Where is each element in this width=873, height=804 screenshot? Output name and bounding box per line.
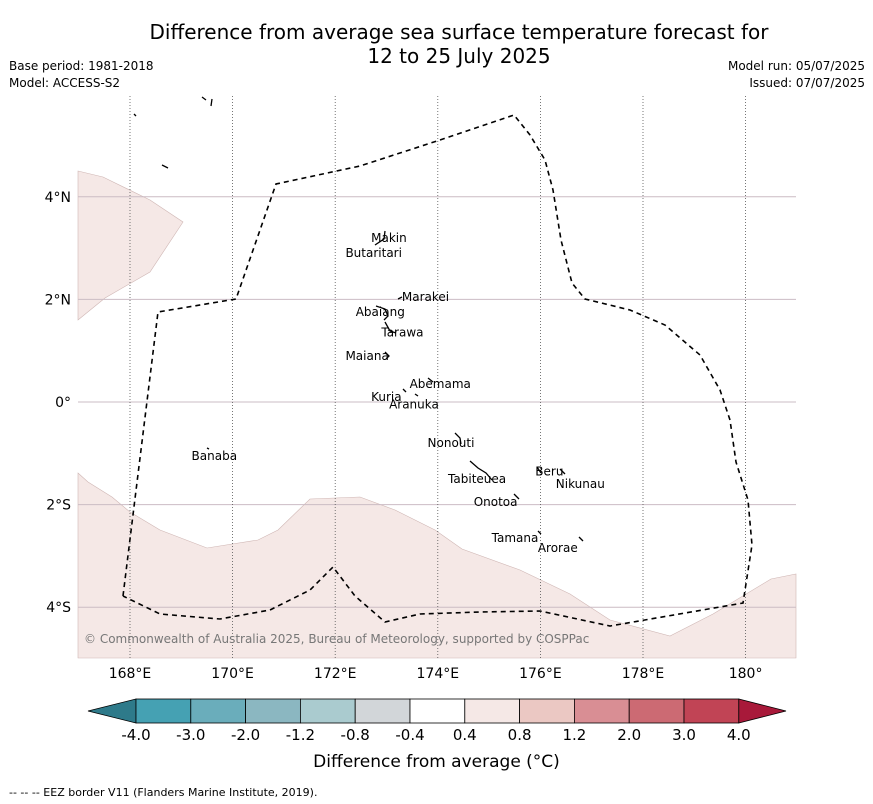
meta-left: Base period: 1981-2018 Model: ACCESS-S2 <box>9 58 154 92</box>
colorbar-tick-label: 3.0 <box>672 726 696 744</box>
place-label: Onotoa <box>474 495 518 509</box>
place-label: Beru <box>535 464 563 478</box>
place-label: Makin <box>371 231 407 245</box>
gridlines <box>78 96 796 658</box>
colorbar-swatch <box>135 698 192 724</box>
place-label: Butaritari <box>345 246 402 260</box>
colorbar-tick-label: -0.8 <box>340 726 370 744</box>
anomaly-area-south <box>77 472 797 659</box>
island-outlines <box>133 96 584 542</box>
title-line-2: 12 to 25 July 2025 <box>367 44 551 68</box>
colorbar-tick-label: 4.0 <box>726 726 751 744</box>
colorbar-swatch <box>574 698 630 724</box>
place-label: Maiana <box>345 349 388 363</box>
colorbar <box>87 698 787 724</box>
lon-tick-label: 178°E <box>622 666 665 682</box>
model-name: Model: ACCESS-S2 <box>9 76 121 90</box>
colorbar-swatch <box>519 698 575 724</box>
base-period: Base period: 1981-2018 <box>9 59 154 73</box>
colorbar-tick-label: 2.0 <box>617 726 642 744</box>
colorbar-arrow-low <box>87 698 137 724</box>
lat-tick-label: 2°S <box>46 498 71 514</box>
place-label: Marakei <box>402 290 449 304</box>
colorbar-swatch <box>190 698 247 724</box>
colorbar-swatch <box>299 698 356 724</box>
lat-tick-label: 4°N <box>45 190 71 206</box>
colorbar-swatch <box>409 698 466 724</box>
colorbar-swatch <box>628 698 685 724</box>
eez-border <box>122 114 753 627</box>
colorbar-swatch <box>683 698 740 724</box>
eez-footnote: -- -- -- EEZ border V11 (Flanders Marine… <box>9 786 318 799</box>
lat-tick-label: 2°N <box>45 292 71 308</box>
anomaly-area-west <box>77 170 184 321</box>
model-run: Model run: 05/07/2025 <box>727 59 865 73</box>
colorbar-swatch <box>354 698 411 724</box>
colorbar-arrow-high <box>738 698 787 724</box>
issued-date: Issued: 07/07/2025 <box>749 76 865 90</box>
meta-right: Model run: 05/07/2025 Issued: 07/07/2025 <box>728 58 865 92</box>
place-label: Tarawa <box>380 326 423 340</box>
place-label: Arorae <box>538 541 578 555</box>
lon-tick-label: 172°E <box>314 666 357 682</box>
place-label: Kuria <box>371 390 402 404</box>
colorbar-tick-label: -0.4 <box>395 726 425 744</box>
title-line-1: Difference from average sea surface temp… <box>149 20 769 44</box>
place-label: Banaba <box>192 449 238 463</box>
colorbar-tick-label: -1.2 <box>285 726 316 744</box>
lon-tick-label: 168°E <box>109 666 152 682</box>
lat-tick-label: 0° <box>55 395 71 411</box>
colorbar-tick-label: -4.0 <box>121 726 151 744</box>
place-label: Abemama <box>410 377 471 391</box>
lon-tick-label: 176°E <box>519 666 562 682</box>
place-label: Tabiteuea <box>447 472 506 486</box>
map-title: Difference from average sea surface temp… <box>0 20 873 68</box>
lon-tick-label: 174°E <box>417 666 460 682</box>
colorbar-tick-label: -3.0 <box>176 726 206 744</box>
lat-tick-label: 4°S <box>46 600 71 616</box>
colorbar-tick-label: 1.2 <box>562 726 587 744</box>
copyright-note: © Commonwealth of Australia 2025, Bureau… <box>84 632 590 646</box>
place-label: Abaiang <box>356 305 405 319</box>
colorbar-tick-label: 0.8 <box>507 726 532 744</box>
place-label: Tamana <box>491 531 539 545</box>
colorbar-tick-label: 0.4 <box>452 726 477 744</box>
lon-tick-label: 180° <box>729 666 763 682</box>
place-label: Nonouti <box>428 436 475 450</box>
place-label: Aranuka <box>389 398 439 412</box>
colorbar-title: Difference from average (°C) <box>313 752 560 772</box>
place-label: Nikunau <box>556 477 605 491</box>
lon-tick-label: 170°E <box>211 666 254 682</box>
colorbar-tick-label: -2.0 <box>230 726 261 744</box>
colorbar-swatch <box>245 698 301 724</box>
colorbar-swatch <box>464 698 520 724</box>
